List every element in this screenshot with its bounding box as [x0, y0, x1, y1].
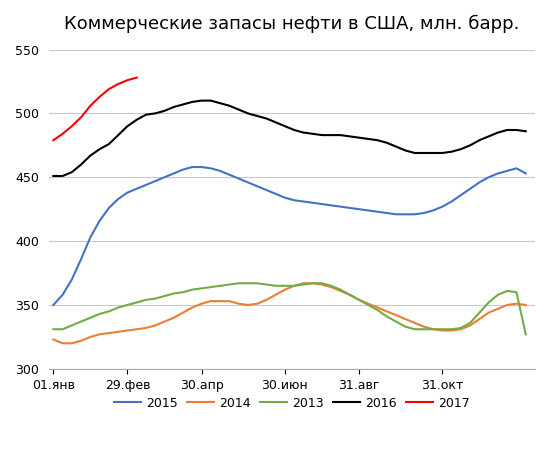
Title: Коммерческие запасы нефти в США, млн. барр.: Коммерческие запасы нефти в США, млн. ба… — [64, 15, 520, 33]
Line: 2015: 2015 — [53, 167, 526, 305]
2017 — [59, 131, 66, 137]
2013 — [346, 292, 353, 298]
2015 — [365, 208, 372, 213]
2016 — [282, 124, 288, 129]
Legend: 2015, 2014, 2013, 2016, 2017: 2015, 2014, 2013, 2016, 2017 — [109, 392, 475, 415]
2016 — [226, 103, 233, 109]
2014 — [374, 305, 381, 310]
2017 — [87, 103, 94, 109]
2013 — [235, 280, 242, 286]
2017 — [69, 124, 75, 129]
2015 — [522, 171, 529, 176]
Line: 2014: 2014 — [53, 283, 526, 344]
2015 — [226, 172, 233, 177]
2013 — [50, 327, 57, 332]
2016 — [346, 133, 353, 139]
2016 — [365, 136, 372, 142]
2014 — [50, 336, 57, 342]
2015 — [494, 171, 501, 176]
2014 — [226, 298, 233, 304]
2017 — [106, 86, 112, 92]
2014 — [318, 282, 325, 287]
2014 — [356, 297, 362, 303]
2014 — [59, 341, 66, 346]
2017 — [124, 77, 131, 83]
Line: 2016: 2016 — [53, 101, 526, 176]
2017 — [115, 81, 122, 87]
2013 — [217, 283, 223, 289]
2016 — [50, 173, 57, 179]
2014 — [522, 302, 529, 308]
2013 — [494, 292, 501, 298]
Line: 2013: 2013 — [53, 283, 526, 334]
2016 — [522, 128, 529, 134]
2015 — [50, 302, 57, 308]
2015 — [87, 234, 94, 240]
2014 — [300, 280, 307, 286]
2017 — [50, 138, 57, 143]
2014 — [282, 287, 288, 292]
2013 — [522, 331, 529, 337]
2016 — [87, 153, 94, 158]
2016 — [198, 98, 205, 103]
2017 — [96, 94, 103, 100]
2013 — [87, 315, 94, 321]
2014 — [96, 331, 103, 337]
2015 — [346, 205, 353, 211]
Line: 2017: 2017 — [53, 78, 137, 140]
2015 — [189, 164, 196, 170]
2013 — [282, 283, 288, 289]
2016 — [494, 130, 501, 135]
2017 — [134, 75, 140, 80]
2013 — [365, 302, 372, 308]
2015 — [282, 195, 288, 200]
2017 — [78, 114, 85, 120]
